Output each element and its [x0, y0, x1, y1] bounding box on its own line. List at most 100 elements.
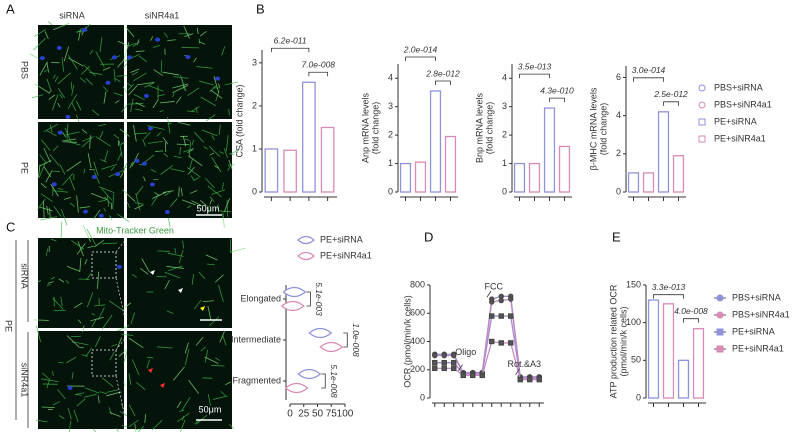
fiber [89, 72, 102, 75]
fiber [39, 206, 53, 212]
legend-marker [297, 235, 315, 245]
x-tick-label: 50 [312, 409, 324, 420]
fiber [121, 162, 128, 175]
fiber [36, 325, 42, 343]
fiber [98, 123, 107, 127]
bar [677, 359, 690, 399]
fiber [138, 55, 147, 63]
fiber [97, 395, 100, 404]
y-tick-label: 0 [388, 186, 393, 196]
fiber [91, 109, 100, 116]
fiber [123, 42, 130, 60]
fiber [113, 69, 116, 82]
event-label: Oligo [455, 347, 476, 357]
marker [489, 299, 495, 305]
fiber [198, 80, 214, 86]
bar [672, 155, 685, 193]
fiber [182, 199, 196, 206]
nucleus [67, 385, 73, 390]
fiber [73, 409, 79, 423]
fiber [218, 83, 221, 88]
fiber [54, 76, 59, 83]
p-value: 2.5e-012 [653, 89, 688, 99]
column-label: siRNA [59, 10, 85, 20]
fiber [156, 132, 162, 137]
fiber [52, 401, 61, 406]
fiber [147, 140, 163, 144]
nucleus [143, 93, 149, 98]
fiber [164, 280, 170, 290]
fiber [134, 108, 143, 111]
fiber [46, 78, 52, 92]
marker [508, 296, 514, 302]
marker [432, 359, 438, 366]
micrograph [38, 25, 124, 119]
fiber [131, 359, 140, 376]
nucleus [134, 158, 140, 163]
p-value: 5.1e-008 [329, 364, 339, 398]
fiber [181, 397, 191, 411]
fiber [112, 193, 115, 210]
x-tick-label: 0 [287, 409, 293, 420]
column-label: siNR4a1 [145, 10, 180, 20]
fiber [117, 40, 130, 47]
fiber [173, 155, 182, 159]
fiber [121, 403, 124, 408]
fiber [52, 371, 54, 376]
fiber [83, 64, 96, 77]
fiber [29, 53, 39, 60]
zoom-line [115, 237, 128, 253]
fiber [60, 221, 63, 239]
fiber [172, 84, 188, 93]
significance-bracket [549, 97, 565, 103]
bar [558, 145, 571, 193]
fiber [41, 378, 59, 383]
fiber [178, 186, 180, 197]
y-tick-label: 0 [636, 392, 641, 402]
y-tick-label: 1 [388, 158, 393, 168]
fiber [98, 199, 107, 202]
fiber [181, 415, 185, 421]
fiber [66, 335, 80, 348]
fiber [69, 202, 75, 207]
arrowhead [148, 368, 153, 373]
fiber [133, 72, 147, 82]
zoom-box [91, 251, 117, 279]
fiber [128, 419, 139, 427]
y-tick-label: 50 [631, 355, 641, 365]
fiber [118, 140, 123, 158]
zoom-line [115, 277, 128, 329]
fiber [205, 114, 216, 122]
marker [470, 372, 476, 379]
fiber [50, 238, 57, 242]
fiber [58, 415, 65, 420]
y-axis-label: OCR (pmol/min/k cells) [402, 295, 412, 388]
nucleus [56, 45, 62, 50]
p-value: 2.0e-014 [403, 44, 438, 54]
fiber [227, 165, 232, 171]
fiber [136, 382, 146, 390]
marker [441, 365, 447, 372]
panel-label: D [424, 229, 433, 244]
fiber [195, 336, 204, 346]
fiber [222, 212, 225, 228]
fiber [225, 135, 229, 152]
y-tick-label: 1 [502, 158, 507, 168]
injection-marker [515, 368, 520, 376]
fiber [216, 204, 219, 210]
y-tick-label: 4 [388, 73, 393, 83]
fiber [228, 159, 233, 170]
fiber [34, 319, 49, 321]
marker [451, 352, 457, 359]
fiber [79, 77, 86, 83]
fiber [40, 193, 53, 202]
fiber [61, 138, 77, 142]
y-tick-label: 150 [626, 279, 641, 289]
fiber [162, 190, 174, 193]
fiber [82, 225, 91, 242]
y-tick-label: 600 [410, 308, 425, 318]
significance-bracket [435, 80, 451, 86]
fiber [64, 127, 72, 143]
nucleus [155, 37, 161, 42]
violin [284, 382, 309, 394]
